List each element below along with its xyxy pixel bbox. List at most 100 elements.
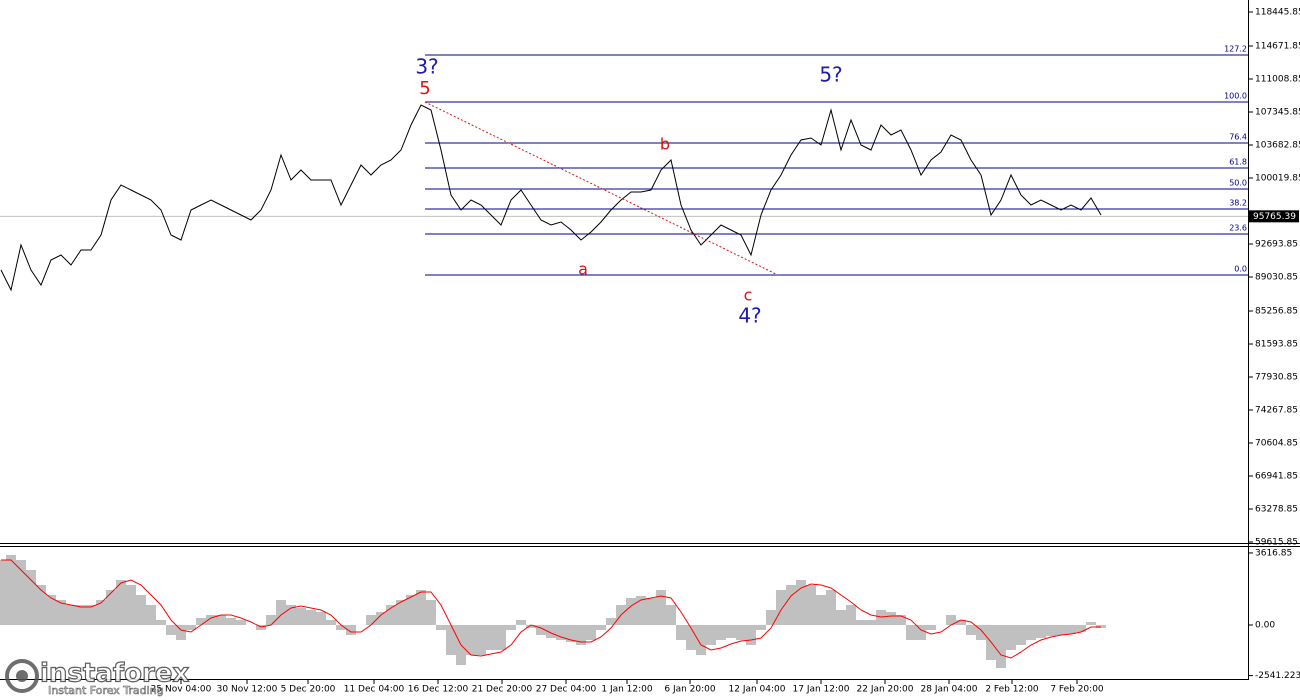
histogram-bar [736,624,746,640]
histogram-bar [666,604,676,625]
wave-label: b [660,135,670,154]
histogram-bar [916,624,926,640]
histogram-bar [956,619,966,625]
histogram-bar [856,619,866,625]
histogram-bar [186,624,196,630]
price-panel: 118445.85 114671.85 111008.85 107345.85 1036… [0,8,1300,548]
histogram-bar [396,599,406,625]
x-tick-label: 30 Nov 12:00 [217,685,278,695]
histogram-bar [366,614,376,625]
histogram-bar [46,594,56,625]
histogram-bar [1056,624,1066,635]
y-tick-label: 0.00 [1255,620,1275,630]
histogram-bar [436,624,446,630]
histogram-bar [1036,624,1046,639]
histogram-bar [476,624,486,655]
histogram-bar [846,604,856,625]
histogram-bar [606,618,616,625]
histogram-bar [466,624,476,655]
logo: instaforex Instant Forex Trading [5,658,190,697]
x-tick-label: 6 Jan 20:00 [664,685,716,695]
histogram-bar [136,594,146,625]
wave-label: c [744,286,753,305]
histogram-bar [546,624,556,639]
current-price-label: 95765.39 [1253,212,1296,222]
y-tick-label: 85256.85 [1255,307,1298,317]
histogram-bar [426,599,436,625]
histogram-bar [786,584,796,625]
histogram-bar [826,589,836,625]
price-line [0,104,1102,292]
histogram-bar [386,604,396,625]
fib-label: 76.4 [1229,133,1247,142]
y-tick-label: 118445.85 [1255,8,1300,18]
y-tick-label: 77930.85 [1255,373,1298,383]
histogram-bar [766,609,776,625]
fib-label: 0.0 [1234,265,1247,274]
histogram-bar [26,569,36,625]
wave-label: 4? [738,304,761,328]
x-tick-label: 12 Jan 04:00 [729,685,786,695]
x-tick-label: 2 Feb 12:00 [985,685,1039,695]
x-tick-label: 27 Dec 04:00 [536,685,597,695]
histogram-bar [676,624,686,640]
fib-label: 127.2 [1224,45,1247,54]
histogram-bar [0,559,6,625]
histogram-bar [126,584,136,625]
histogram-bar [296,608,306,625]
histogram-bar [806,584,816,625]
histogram-bar [586,624,596,640]
histogram-bar [866,619,876,625]
histogram-bar [716,624,726,640]
histogram-bar [926,624,936,630]
x-tick-label: 17 Jan 12:00 [793,685,850,695]
x-axis-labels: 25 Nov 04:00 30 Nov 12:00 5 Dec 20:00 11 De… [151,680,1104,695]
histogram-bar [336,624,346,630]
histogram-bar [266,614,276,625]
histogram-bar [446,624,456,655]
x-tick-label: 28 Jan 04:00 [921,685,978,695]
y-tick-label: 59615.85 [1255,538,1298,548]
histogram-bar [566,624,576,642]
histogram-bar [1016,624,1026,645]
histogram-bar [146,604,156,625]
histogram-bar [1046,624,1056,636]
wave-label: 5 [419,78,430,99]
y-tick-label: 89030.85 [1255,273,1298,283]
trend-line [424,101,781,277]
y-tick-label: 3616.85 [1255,548,1292,558]
y-tick-label: 107345.85 [1255,108,1300,118]
histogram-bar [696,624,706,655]
histogram-bar [1006,624,1016,650]
histogram-bar [836,609,846,625]
histogram-bar [316,611,326,625]
histogram-bar [536,624,546,635]
histogram-bar [656,589,666,625]
histogram-bar [226,618,236,625]
histogram-bar [756,624,766,630]
y-tick-label: 70604.85 [1255,439,1298,449]
signal-line [1,559,1101,659]
histogram-bar [796,579,806,625]
histogram-bar [886,611,896,625]
x-tick-label: 7 Feb 20:00 [1050,685,1104,695]
histogram-bar [526,624,536,629]
histogram-bar [486,624,496,650]
histogram-bar [326,619,336,625]
histogram-bar [706,624,716,645]
histogram-bar [406,594,416,625]
histogram-bar [6,554,16,625]
histogram-bar [196,618,206,625]
histogram-bar [306,609,316,625]
histogram-bar [896,614,906,625]
wave-label: 3? [415,55,438,79]
y-tick-label: 111008.85 [1255,75,1300,85]
histogram-bar [1026,624,1036,640]
histogram-bar [36,584,46,625]
histogram-bar [56,599,66,625]
histogram-bar [176,624,186,640]
y-tick-label: 66941.85 [1255,472,1298,482]
histogram-bar [1066,624,1076,635]
